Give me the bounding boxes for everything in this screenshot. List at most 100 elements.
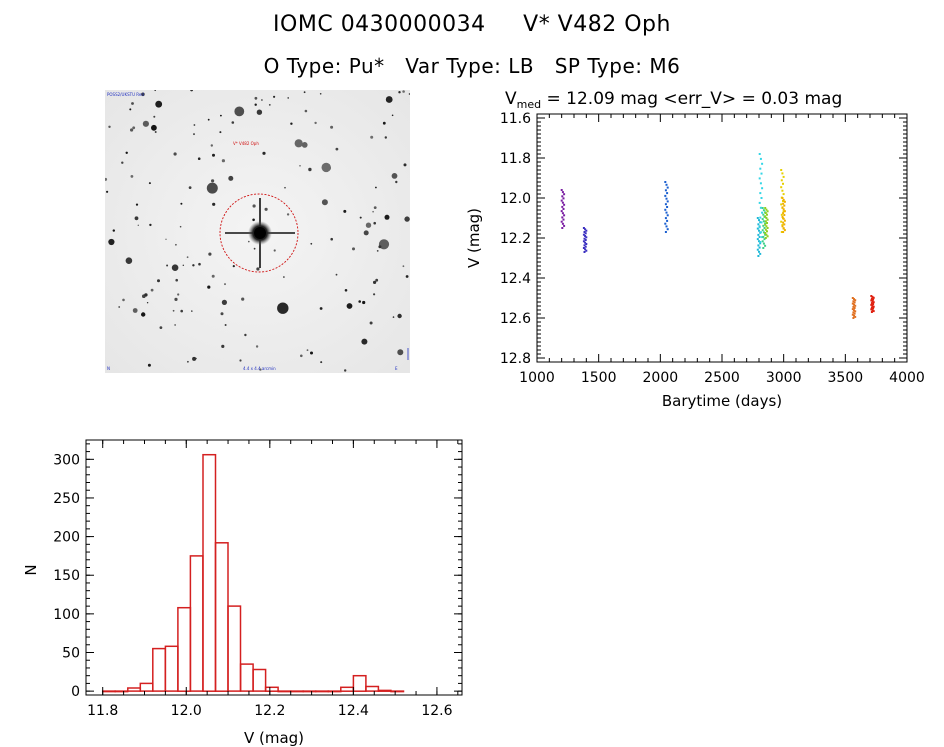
field-star	[221, 344, 225, 348]
lc-point	[762, 235, 765, 238]
lc-point	[758, 250, 760, 253]
lc-point	[761, 236, 764, 239]
field-star	[352, 247, 355, 251]
lc-xtick-label: 4000	[889, 370, 925, 386]
lc-point	[763, 227, 766, 229]
lc-point	[561, 191, 564, 194]
field-star	[219, 131, 222, 134]
lc-point	[584, 228, 587, 231]
field-star	[303, 91, 306, 94]
field-star	[144, 293, 148, 297]
field-star	[122, 298, 125, 302]
field-star	[207, 285, 211, 289]
var-type-label: Var Type:	[405, 54, 502, 78]
lc-point	[851, 308, 854, 311]
lc-point	[852, 317, 855, 319]
field-star	[290, 122, 293, 125]
field-star	[210, 144, 213, 147]
lc-point	[872, 305, 875, 308]
lc-point	[853, 312, 856, 315]
field-star	[256, 109, 263, 115]
field-star	[277, 302, 289, 314]
field-star	[224, 324, 227, 326]
field-star	[286, 213, 290, 216]
field-star	[142, 120, 149, 127]
lc-point	[870, 311, 873, 313]
hist-xtick-label: 12.2	[254, 703, 285, 719]
lc-point	[759, 192, 762, 195]
field-star	[131, 102, 134, 105]
field-star	[382, 121, 386, 125]
histogram-chart: 11.8 12.0 12.2 12.4 12.6 0 50 100 150 200 250 300 V…	[22, 439, 463, 747]
lc-point	[584, 245, 587, 248]
field-star	[125, 257, 133, 264]
object-types: O Type: Pu* Var Type: LB SP Type: M6	[0, 54, 944, 78]
lc-title: Vmed = 12.09 mag <err_V> = 0.03 mag	[505, 89, 842, 111]
field-star	[211, 274, 215, 278]
lc-point	[782, 208, 785, 211]
lc-point	[782, 231, 785, 233]
field-star	[171, 264, 179, 271]
lc-point	[563, 214, 566, 217]
field-star	[392, 316, 395, 318]
lc-point	[562, 208, 565, 210]
hist-xtick-label: 11.8	[87, 703, 118, 719]
finder-chart-image: POSS2/UKSTU Red V* V482 Oph 4.4 x 4.4 ar…	[105, 90, 410, 373]
lc-point	[756, 248, 759, 251]
field-star	[384, 136, 387, 139]
field-star	[141, 92, 145, 97]
lc-point	[782, 175, 785, 178]
lc-point	[756, 217, 759, 219]
lc-point	[762, 213, 765, 216]
field-star	[108, 238, 115, 246]
field-star	[287, 97, 289, 99]
lc-point	[757, 233, 760, 236]
field-star	[375, 186, 377, 189]
lc-point	[764, 207, 767, 209]
lc-point	[664, 181, 667, 183]
hist-bar	[340, 686, 355, 692]
field-star	[221, 159, 225, 163]
field-star	[192, 356, 197, 361]
field-star	[132, 308, 138, 313]
field-star	[264, 207, 268, 211]
lc-point	[764, 233, 767, 236]
lc-point	[666, 186, 669, 189]
lc-point	[766, 235, 769, 238]
field-stars	[105, 90, 410, 372]
lc-point	[664, 222, 667, 225]
lc-point	[781, 206, 784, 209]
field-star	[397, 313, 402, 319]
field-star	[118, 306, 121, 308]
lc-point	[561, 195, 564, 198]
lc-point	[870, 308, 873, 311]
hist-bar	[189, 555, 204, 692]
lc-point	[871, 309, 874, 312]
lc-xtick-label: 2500	[704, 370, 740, 386]
lc-point	[780, 213, 783, 216]
lc-point	[759, 216, 762, 219]
lc-point	[782, 200, 784, 202]
field-star	[358, 300, 361, 303]
lc-point	[758, 226, 761, 229]
lc-point	[782, 210, 785, 213]
lc-point	[584, 232, 587, 235]
object-title: IOMC 0430000034 V* V482 Oph	[0, 12, 944, 37]
lc-point	[761, 240, 764, 243]
field-star	[135, 203, 139, 206]
lc-point	[871, 295, 874, 298]
field-star	[273, 95, 276, 98]
lc-point	[782, 198, 785, 201]
lc-ytick-label: 12.2	[500, 231, 531, 247]
sp-type-label: SP Type:	[554, 54, 643, 78]
lc-point	[560, 210, 563, 213]
field-star	[191, 310, 193, 312]
lc-point	[852, 311, 855, 314]
field-star	[207, 118, 210, 121]
field-star	[373, 206, 377, 209]
lc-point	[781, 215, 784, 218]
lc-point	[780, 169, 783, 171]
hist-ytick-label: 100	[53, 607, 80, 623]
lc-point	[760, 197, 763, 199]
lc-point	[782, 202, 785, 205]
